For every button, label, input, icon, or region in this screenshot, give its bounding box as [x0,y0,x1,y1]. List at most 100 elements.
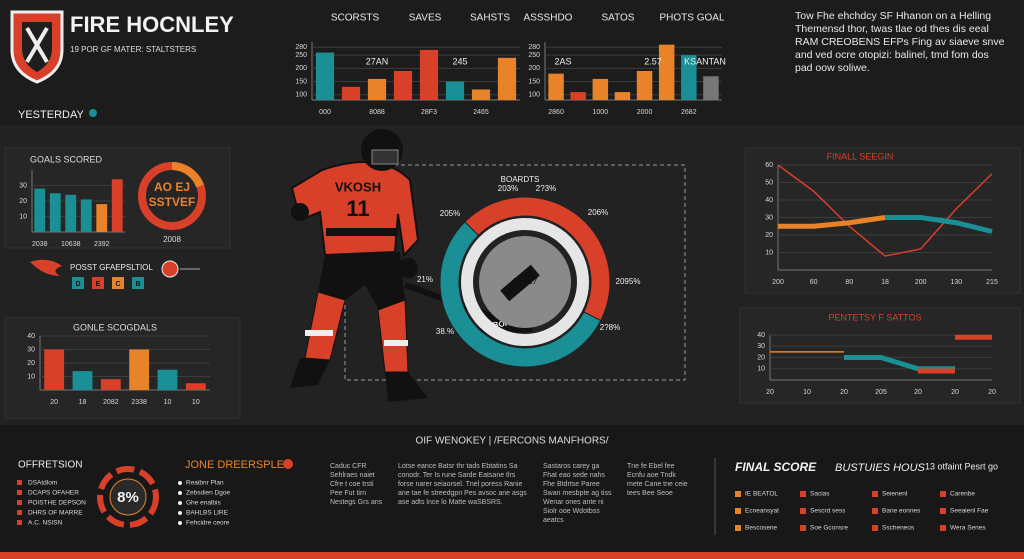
x-tick-label: 20 [951,389,959,396]
gauge-value: 8% [117,489,139,506]
x-tick-label: 20 [914,389,922,396]
y-tick-label: 10 [765,249,773,256]
x-tick-label: 8088 [369,109,385,116]
x-tick-label: 80 [845,279,853,286]
footer-section: OFFRETSION [18,460,82,471]
ring-accent [171,162,204,188]
donut-label: 2095% [616,277,641,286]
bar [96,204,108,232]
annotation: 2.57 [644,56,662,66]
list-item: Fehcidre ceore [186,520,230,527]
annotation: 245 [452,56,467,66]
x-tick-label: 2392 [94,241,110,248]
app-subtitle: 19 POR GF MATER: STALTSTERS [70,45,196,54]
y-tick-label: 40 [757,332,765,339]
x-tick-label: 18 [79,399,87,406]
chart-title: GONLE SCOGDALS [73,322,157,332]
y-tick-label: 280 [528,44,540,51]
list-item: DSAtdlom [28,480,57,487]
jersey-stripe [326,228,396,236]
paragraph: Caduc CFR Sehlraes naiet Cfre t coe trst… [330,463,383,506]
x-tick-label: 130 [950,279,962,286]
x-tick-label: 200 [915,279,927,286]
y-tick-label: 250 [528,52,540,59]
status-dot [89,109,97,117]
y-tick-label: 30 [765,214,773,221]
bar [315,52,335,100]
donut-label: 2?8% [600,323,620,332]
list-item: POISTHE DEPSON [28,500,86,507]
score-icon [872,491,878,497]
score-item: Bane eonnes [882,508,921,515]
donut-label: 21% [417,275,433,284]
bar [681,55,697,100]
bar [49,193,61,232]
jersey-number: 11 [346,196,369,221]
x-tick-label: 28F3 [421,109,437,116]
list-item: Ghe enalbis [186,500,221,507]
x-tick-label: 20 [50,399,58,406]
y-tick-label: 280 [295,44,307,51]
bar [393,71,413,100]
column-label: SAVES [409,13,442,24]
x-tick-label: 2860 [548,109,564,116]
key-swatch [112,277,124,289]
x-tick-label: 2682 [681,109,697,116]
x-tick-label: 000 [319,109,331,116]
column-label: SCORSTS [331,13,380,24]
score-item: Ecneansyat [745,508,779,515]
y-tick-label: 20 [27,360,35,367]
wing-icon [30,259,62,276]
key-swatch [132,277,144,289]
y-tick-label: 30 [757,343,765,350]
footer-section: JONE DREERSPLES [185,459,291,471]
score-subtitle: BUSTUIES HOUS [835,462,926,474]
panel [4,317,241,419]
list-item: DHRS OF MARRE [28,510,83,517]
bar [548,73,564,100]
y-tick-label: 150 [528,78,540,85]
y-tick-label: 30 [19,182,27,189]
x-tick-label: 215 [986,279,998,286]
list-icon [178,491,182,495]
bar [445,81,465,100]
list-item: DCAPS OFAHER [28,490,79,497]
score-icon [800,508,806,514]
section-label: YESTERDAY [18,109,84,121]
y-tick-label: 10 [27,373,35,380]
bar [157,369,178,390]
x-tick-label: 2338 [131,399,147,406]
score-item: Seienenl [882,491,908,498]
puck-icon [500,264,540,302]
gauge [97,466,159,528]
intro-text: Tow Fhe ehchdcy SF Hhanon on a Helling T… [795,10,1005,74]
sock-stripe [305,330,333,336]
glove [398,258,418,278]
score-icon [872,525,878,531]
pants [318,252,405,312]
list-item: A.C. NSISN [28,520,63,527]
list-icon [17,480,22,485]
list-item: BAHLBS LIRE [186,510,229,517]
sock-stripe [384,340,408,346]
y-tick-label: 150 [295,78,307,85]
y-tick-label: 100 [528,92,540,99]
footer-strip [0,552,1024,559]
score-item: Sacias [810,491,830,498]
bar [636,71,653,100]
bar [185,383,206,390]
key-swatch [72,277,84,289]
y-tick-label: 250 [295,52,307,59]
footer-heading: OIF WENOKEY | /FERCONS MANFHORS/ [416,436,609,447]
y-tick-label: 200 [295,65,307,72]
list-icon [178,501,182,505]
column-label: SATOS [602,13,635,24]
y-tick-label: 20 [765,232,773,239]
score-icon [872,508,878,514]
ring-text: SSTVEF [149,195,196,209]
line-series [885,215,993,234]
list-icon [17,500,22,505]
x-tick-label: 2465 [473,109,489,116]
